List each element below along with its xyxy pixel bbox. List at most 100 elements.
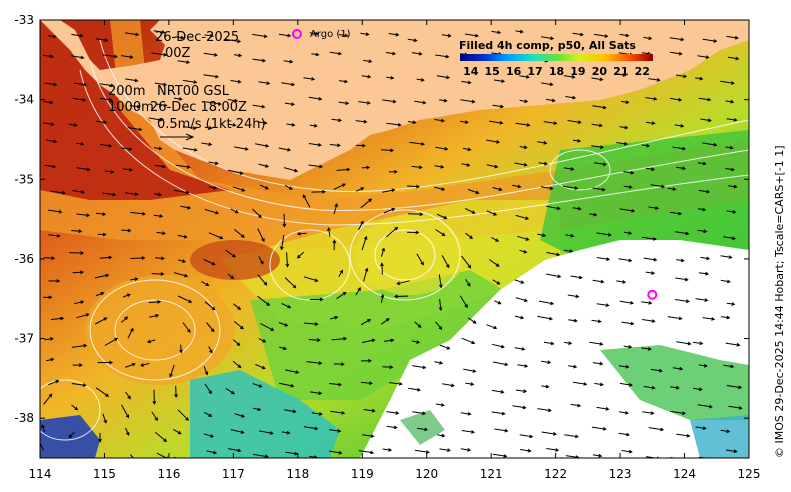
current-vector-head	[124, 316, 129, 321]
current-vector	[208, 232, 223, 239]
current-vector	[338, 80, 348, 83]
current-vector	[414, 449, 429, 453]
current-vector-head	[675, 385, 680, 390]
current-vector	[286, 252, 288, 267]
current-vector	[720, 80, 734, 84]
model-label: NRT00 GSL	[157, 84, 230, 99]
current-vector	[619, 126, 628, 129]
current-vector	[515, 297, 528, 302]
current-vector-head	[579, 32, 584, 37]
current-vector-head	[600, 279, 605, 284]
current-vector-head	[262, 339, 267, 343]
current-vector-head	[125, 414, 129, 419]
current-vector	[95, 387, 109, 397]
x-tick-label: 123	[609, 467, 632, 481]
current-vector-head	[571, 75, 576, 79]
current-vector	[151, 273, 164, 275]
current-vector-head	[266, 81, 271, 85]
current-vector-head	[232, 253, 236, 258]
current-vector-head	[213, 53, 218, 57]
current-vector	[567, 294, 579, 298]
current-vector	[435, 229, 445, 236]
current-vector-head	[103, 419, 107, 424]
current-vector-head	[318, 97, 323, 101]
current-vector	[670, 386, 679, 389]
current-vector	[461, 430, 475, 433]
current-vector-head	[49, 337, 54, 341]
current-vector	[76, 142, 84, 145]
current-vector	[618, 432, 630, 436]
current-vector-head	[605, 407, 610, 411]
current-vector-head	[105, 273, 110, 278]
current-vector	[384, 339, 394, 342]
colorbar-tick-label: 20	[592, 65, 608, 78]
current-vector-head	[261, 238, 265, 243]
current-vector	[43, 393, 53, 405]
current-vector-head	[56, 279, 61, 283]
current-vector	[278, 322, 288, 327]
current-vector	[486, 210, 497, 216]
current-vector-head	[187, 329, 191, 333]
argo-float-marker[interactable]	[647, 289, 658, 300]
current-vector-head	[68, 434, 73, 439]
current-vector-head	[497, 300, 502, 305]
current-vector	[726, 35, 738, 39]
current-vector	[283, 167, 298, 172]
current-vector-head	[467, 282, 471, 287]
current-vector-head	[319, 164, 324, 169]
current-vector	[572, 381, 587, 385]
current-vector-head	[494, 164, 499, 169]
current-vector	[203, 366, 208, 375]
current-vector-head	[416, 184, 421, 189]
current-vector-head	[553, 121, 558, 125]
current-vector-head	[287, 304, 292, 309]
current-vector-head	[421, 411, 427, 416]
current-vector-head	[50, 357, 55, 362]
current-vector	[537, 408, 551, 412]
current-vector	[310, 391, 322, 394]
current-vector	[358, 101, 370, 104]
current-vector	[154, 431, 167, 442]
current-vector-head	[493, 212, 498, 216]
current-vector-head	[339, 269, 344, 274]
current-vector	[232, 360, 242, 368]
current-vector-head	[315, 31, 320, 36]
current-vector-head	[475, 190, 480, 195]
current-vector	[467, 317, 477, 324]
current-vector-head	[127, 395, 131, 400]
current-vector	[255, 143, 269, 147]
current-vector	[675, 277, 688, 281]
current-vector	[121, 147, 132, 150]
current-vector-head	[380, 262, 384, 267]
current-vector	[491, 389, 504, 393]
current-vector-head	[648, 301, 653, 305]
current-vector	[175, 164, 190, 168]
current-vector	[723, 364, 734, 368]
current-vector-head	[139, 363, 145, 367]
current-vector-head	[471, 210, 476, 214]
current-vector-head	[182, 458, 185, 461]
current-vector	[285, 451, 298, 455]
current-vector	[591, 426, 606, 430]
current-vector	[461, 255, 471, 269]
current-vector-head	[685, 231, 690, 236]
current-vector-head	[731, 302, 736, 306]
current-vector-head	[730, 364, 735, 369]
current-vector	[169, 364, 175, 377]
current-vector-head	[179, 349, 183, 354]
current-vector	[227, 273, 234, 279]
current-vector-head	[569, 249, 574, 253]
current-vector-head	[418, 165, 423, 170]
current-vector-head	[338, 51, 343, 56]
current-vector-head	[599, 342, 604, 346]
current-vector-head	[526, 123, 531, 127]
current-vector	[564, 434, 578, 438]
current-vector-head	[467, 80, 472, 85]
current-vector	[491, 411, 505, 415]
current-vector-head	[602, 105, 607, 110]
current-vector-head	[52, 164, 57, 169]
contour-label-200m: 200m	[108, 84, 145, 99]
current-vector-head	[416, 387, 421, 392]
current-vector-head	[185, 417, 190, 421]
current-vector-head	[114, 337, 119, 342]
